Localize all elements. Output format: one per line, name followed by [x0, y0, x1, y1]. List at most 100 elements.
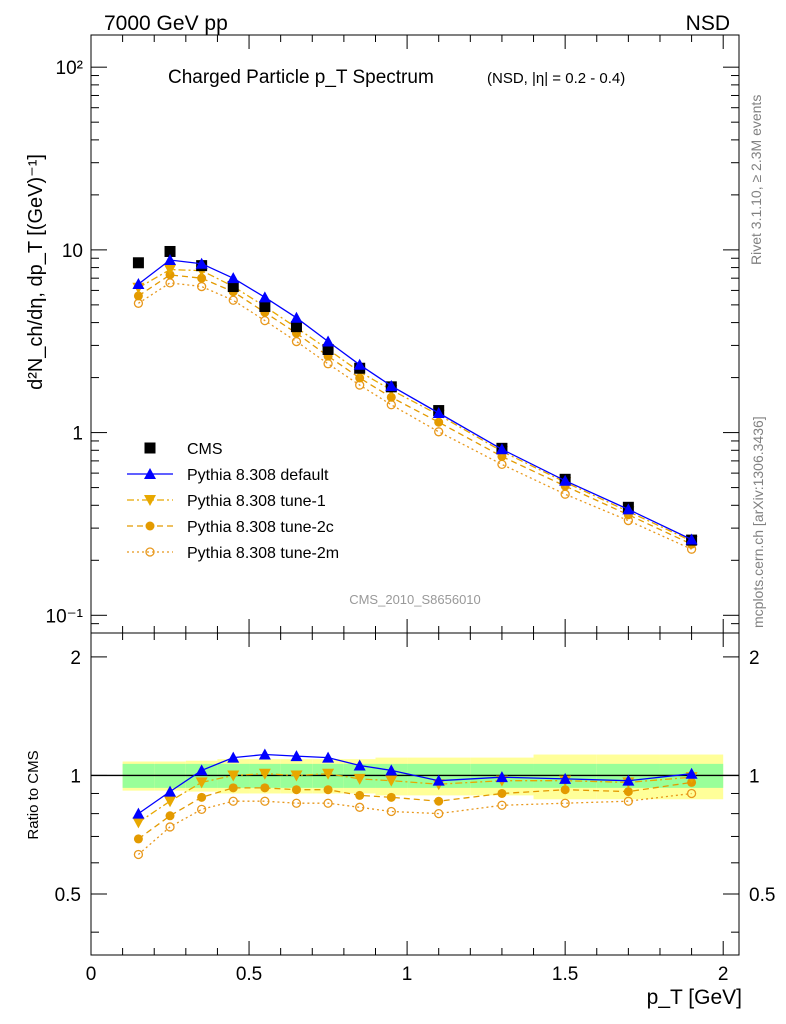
y-tick-label: 1: [72, 424, 83, 445]
ratio-point-tune2m: [686, 788, 697, 799]
main-point-tune2m: [323, 359, 333, 369]
ratio-point-tune2c: [623, 787, 633, 797]
ratio-point-default: [164, 785, 177, 797]
legend-label-tune1: Pythia 8.308 tune-1: [187, 493, 326, 510]
main-point-tune2m: [434, 427, 444, 437]
ratio-line-default: [138, 753, 692, 815]
main-point-tune2c: [386, 392, 396, 402]
main-point-default: [685, 533, 698, 545]
ratio-panel: 0 0.5 1 1.5 2 0.5 0.5 1 1 2 2 Ratio to CMS p_T [Ge…: [25, 632, 775, 1009]
ratio-point-tune2m: [196, 804, 207, 815]
main-point-default: [195, 257, 208, 269]
ratio-point-default: [353, 759, 366, 771]
main-panel: 10⁻¹ 1 10 10² Charged Particle p_T Spectrum…: [25, 34, 740, 634]
chart-subtitle: (NSD, |η| = 0.2 - 0.4): [487, 70, 625, 87]
main-point-default: [227, 272, 240, 284]
main-frame: [90, 34, 740, 634]
mcplots-label: mcplots.cern.ch [arXiv:1306.3436]: [750, 416, 766, 628]
main-line-tune2m: [138, 282, 692, 550]
main-point-default: [559, 474, 572, 486]
ratio-point-tune2m: [323, 798, 333, 808]
ratio-point-tune2c: [560, 785, 570, 795]
main-point-default: [432, 406, 445, 418]
y-tick-label: 2: [70, 648, 81, 669]
ratio-point-tune2c: [323, 785, 333, 795]
ratio-point-tune2m: [497, 800, 507, 810]
main-point-cms: [259, 300, 271, 312]
ratio-point-tune2m: [228, 796, 238, 806]
ratio-point-tune2c: [228, 783, 238, 793]
main-point-tune2m: [228, 295, 238, 305]
main-point-default: [290, 311, 303, 323]
main-point-cms: [290, 321, 302, 333]
main-point-default: [385, 379, 398, 391]
legend-marker-tune1: [144, 495, 156, 506]
x-tick-label: 2: [718, 964, 729, 985]
main-point-tune2c: [133, 291, 143, 301]
ratio-point-tune1: [290, 770, 303, 782]
ratio-point-default: [258, 748, 271, 760]
header-right: NSD: [686, 12, 730, 35]
ratio-point-tune2m: [133, 849, 144, 860]
ratio-point-default: [432, 774, 445, 786]
main-marks: [132, 245, 698, 554]
main-point-tune2c: [197, 273, 207, 283]
ratio-point-tune2m: [260, 796, 270, 806]
ratio-line-tune2c: [138, 781, 692, 840]
ratio-point-tune1: [258, 768, 271, 780]
legend-label-default: Pythia 8.308 default: [187, 467, 329, 484]
ratio-point-tune1: [164, 796, 177, 808]
legend-marker-tune2c: [145, 521, 155, 531]
legend-label-tune2c: Pythia 8.308 tune-2c: [187, 519, 334, 536]
ratio-point-tune2m: [355, 802, 365, 812]
main-point-default: [258, 291, 271, 303]
ratio-point-tune2m: [386, 806, 396, 817]
main-point-cms: [132, 257, 144, 269]
x-tick-label: 0: [86, 964, 97, 985]
main-point-cms: [164, 245, 176, 257]
ratio-point-default: [685, 767, 698, 779]
main-point-default: [495, 443, 508, 455]
main-point-default: [622, 503, 635, 515]
ratio-point-tune2m: [165, 822, 175, 832]
ratio-point-tune2c: [386, 792, 396, 802]
main-point-tune2m: [497, 459, 507, 470]
ratio-point-tune1: [385, 775, 398, 787]
ratio-marks: [132, 748, 698, 860]
ratio-axes: 0 0.5 1 1.5 2 0.5 0.5 1 1 2 2: [55, 633, 775, 985]
ratio-point-tune2c: [291, 785, 301, 795]
x-tick-label: 1: [402, 964, 413, 985]
main-point-tune2m: [386, 400, 396, 410]
main-line-tune1: [138, 268, 692, 542]
ratio-point-default: [322, 751, 335, 763]
ratio-bands: [91, 754, 739, 800]
ratio-point-default: [385, 764, 398, 776]
ratio-point-tune2c: [355, 790, 365, 800]
ratio-point-tune2c: [260, 783, 270, 793]
legend: CMS Pythia 8.308 default Pythia 8.308 tune…: [127, 441, 339, 562]
watermark: CMS_2010_S8656010: [349, 592, 481, 607]
ratio-point-tune2m: [560, 798, 570, 808]
ratio-point-default: [622, 774, 635, 786]
ratio-point-default: [195, 764, 208, 776]
chart-title: Charged Particle p_T Spectrum: [168, 67, 434, 88]
main-point-default: [353, 358, 366, 370]
y-tick-label: 10: [62, 241, 83, 262]
ratio-frame: [90, 632, 740, 956]
main-point-default: [132, 278, 145, 290]
ratio-point-tune2c: [197, 792, 207, 802]
y-tick-label: 10⁻¹: [46, 606, 84, 627]
main-point-default: [322, 335, 335, 347]
legend-marker-default: [144, 468, 156, 479]
y-tick-label: 1: [70, 766, 81, 787]
ratio-point-default: [290, 750, 303, 762]
ratio-point-tune1: [227, 770, 240, 782]
ratio-point-tune2c: [133, 834, 143, 844]
ratio-point-default: [559, 772, 572, 784]
main-line-tune2c: [138, 274, 692, 545]
main-point-default: [164, 254, 177, 266]
main-axes: 10⁻¹ 1 10 10²: [46, 35, 739, 634]
y-tick-label-right: 1: [749, 766, 760, 787]
ratio-point-default: [132, 807, 145, 819]
